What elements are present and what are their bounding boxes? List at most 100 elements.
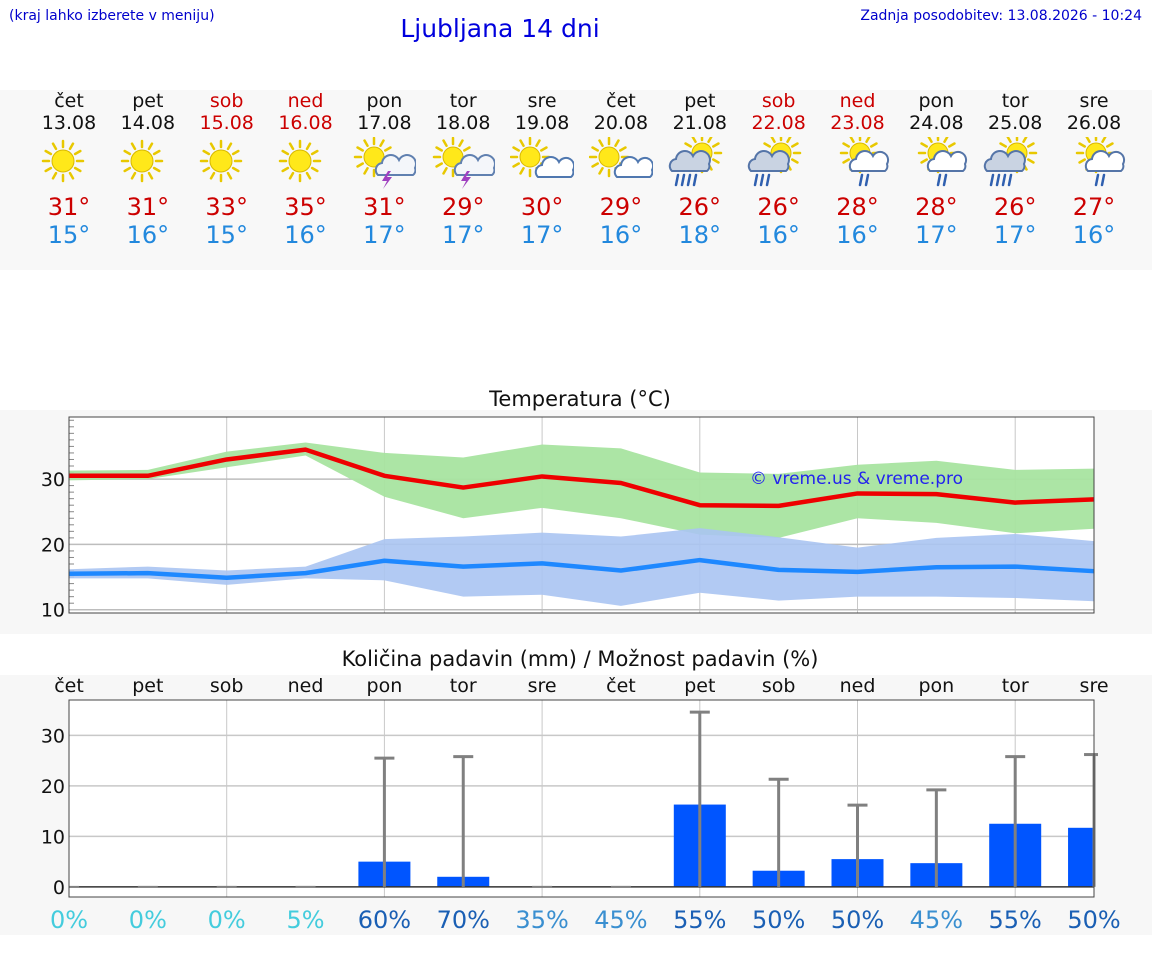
day-column: pon 24.08 28° 17°: [896, 90, 976, 249]
max-temperature: 31°: [47, 193, 91, 221]
max-temperature-line: [69, 447, 1095, 509]
precipitation-chart: 0 10 20 30 čet pet sob ned pon tor sre čet pet sob ned…: [41, 675, 1121, 934]
sun-cloud-light-rain-icon: [1075, 137, 1126, 187]
sun-icon: [199, 139, 242, 183]
precipitation-probability: 0%: [129, 906, 167, 934]
category-label: čet: [54, 675, 84, 697]
day-name: sre: [1079, 90, 1109, 112]
plot-border: [68, 699, 1095, 898]
day-date: 17.08: [357, 112, 412, 134]
menu-hint[interactable]: (kraj lahko izberete v meniju): [9, 8, 215, 24]
precipitation-probability: 50%: [752, 906, 805, 934]
day-date: 20.08: [593, 112, 649, 134]
category-label: pet: [684, 675, 715, 697]
day-name: tor: [449, 90, 477, 112]
day-name: čet: [606, 90, 636, 112]
day-column: sob 22.08 26° 16°: [739, 90, 819, 249]
category-label: sre: [1080, 675, 1109, 697]
day-date: 19.08: [514, 112, 570, 134]
temperature-chart: 10 20 30 © vreme.us & vreme.pro: [41, 416, 1095, 622]
max-temperature: 28°: [915, 193, 958, 221]
precipitation-probability: 50%: [831, 906, 884, 934]
min-temperature: 17°: [441, 221, 485, 249]
category-label: tor: [450, 675, 477, 697]
watermark: © vreme.us & vreme.pro: [750, 469, 963, 489]
min-temperature: 16°: [599, 221, 643, 249]
day-date: 18.08: [436, 112, 491, 134]
day-date: 22.08: [751, 112, 806, 134]
max-temperature: 35°: [284, 193, 327, 221]
category-label: ned: [840, 675, 876, 697]
day-column: tor 25.08 26° 17°: [975, 90, 1055, 249]
category-label: sob: [762, 675, 796, 697]
day-name: ned: [839, 90, 876, 112]
day-name: pon: [918, 90, 955, 112]
precipitation-probability: 55%: [673, 906, 726, 934]
precipitation-probability: 35%: [515, 906, 568, 934]
sun-cloud-light-rain-icon: [918, 137, 968, 187]
max-temperature-band: [69, 442, 1095, 538]
category-label: čet: [606, 675, 636, 697]
sun-thunderstorm-icon: [433, 137, 496, 189]
day-name: ned: [287, 90, 324, 112]
day-column: pet 21.08 26° 18°: [660, 90, 740, 249]
min-temperature-line: [68, 557, 1095, 580]
y-tick-label: 10: [41, 826, 65, 848]
max-temperature: 27°: [1072, 193, 1116, 221]
precipitation-probability: 50%: [1067, 906, 1120, 934]
precipitation-probability: 60%: [358, 906, 411, 934]
day-date: 15.08: [199, 112, 254, 134]
day-date: 24.08: [909, 112, 964, 134]
y-tick-label: 20: [41, 534, 65, 556]
precipitation-probability: 55%: [989, 906, 1042, 934]
day-column: tor 18.08 29° 17°: [423, 90, 503, 249]
page-title: Ljubljana 14 dni: [400, 14, 600, 43]
min-temperature: 16°: [284, 221, 327, 249]
day-date: 14.08: [120, 112, 176, 134]
max-temperature: 26°: [993, 193, 1037, 221]
category-label: pon: [367, 675, 403, 697]
sun-cloud-rain-icon: [747, 137, 801, 187]
day-name: sob: [209, 90, 244, 112]
category-label: sre: [528, 675, 557, 697]
day-column: ned 23.08 28° 16°: [818, 90, 898, 249]
sun-icon: [41, 139, 85, 183]
min-temperature: 16°: [836, 221, 879, 249]
sun-cloud-heavy-rain-icon: [668, 137, 723, 187]
sun-cloud-light-rain-icon: [839, 137, 889, 187]
min-temperature: 16°: [1072, 221, 1116, 249]
day-name: pet: [684, 90, 716, 112]
daily-forecast-band: [0, 90, 1152, 270]
sun-icon: [278, 139, 321, 183]
day-date: 21.08: [672, 112, 727, 134]
sun-thunderstorm-icon: [354, 137, 417, 189]
max-temperature: 26°: [678, 193, 722, 221]
min-temperature: 15°: [205, 221, 248, 249]
day-column: pon 17.08 31° 17°: [344, 90, 424, 249]
max-temperature: 26°: [757, 193, 800, 221]
category-label: pon: [918, 675, 954, 697]
sun-cloud-icon: [588, 137, 653, 178]
temperature-chart-title: Temperatura (°C): [489, 387, 671, 411]
y-tick-label: 20: [41, 776, 65, 798]
day-column: ned 16.08 35° 16°: [266, 90, 346, 249]
precipitation-bar: [1068, 827, 1094, 887]
category-label: sob: [210, 675, 244, 697]
day-date: 16.08: [278, 112, 333, 134]
min-temperature: 16°: [757, 221, 800, 249]
precipitation-probability: 45%: [594, 906, 647, 934]
min-temperature: 18°: [678, 221, 722, 249]
category-label: ned: [288, 675, 324, 697]
min-temperature: 17°: [915, 221, 958, 249]
day-name: sre: [527, 90, 557, 112]
category-label: pet: [132, 675, 163, 697]
day-name: sob: [761, 90, 796, 112]
day-date: 26.08: [1066, 112, 1122, 134]
day-name: čet: [54, 90, 84, 112]
max-temperature: 30°: [520, 193, 564, 221]
min-temperature: 15°: [47, 221, 91, 249]
day-name: pet: [132, 90, 164, 112]
min-temperature: 17°: [363, 221, 406, 249]
day-name: pon: [366, 90, 403, 112]
precipitation-chart-title: Količina padavin (mm) / Možnost padavin …: [341, 647, 819, 671]
